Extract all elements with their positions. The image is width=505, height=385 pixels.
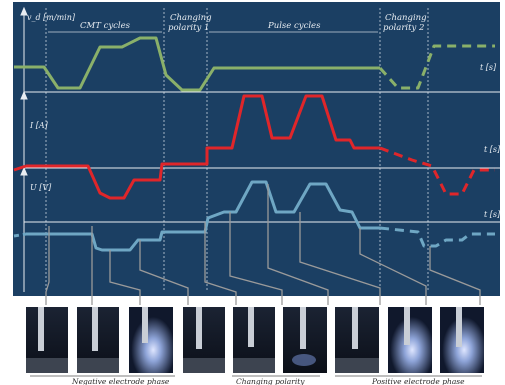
time-axis-label-mid: t [s] bbox=[484, 145, 501, 154]
wire-speed-curve bbox=[14, 36, 495, 92]
phase-changing2-line1: Changing bbox=[385, 13, 427, 23]
photo-1 bbox=[26, 307, 68, 373]
photo-7 bbox=[335, 307, 379, 373]
footer-positive-phase: Positive electrode phase bbox=[371, 377, 465, 385]
current-axis-label: I [A] bbox=[29, 121, 49, 130]
photo-connectors bbox=[45, 184, 481, 305]
footer-negative-phase: Negative electrode phase bbox=[71, 377, 170, 385]
phase-changing1-line2: polarity 1 bbox=[168, 23, 209, 33]
phase-pulse-label: Pulse cycles bbox=[267, 21, 321, 31]
photo-4 bbox=[183, 307, 225, 373]
phase-cmt-label: CMT cycles bbox=[80, 21, 131, 31]
axes bbox=[20, 6, 500, 292]
photo-8 bbox=[388, 307, 432, 373]
wire-speed-axis-label: v_d [m/min] bbox=[27, 13, 76, 22]
phase-changing1-line1: Changing bbox=[170, 13, 212, 23]
time-axis-label-bottom: t [s] bbox=[484, 210, 501, 219]
voltage-curve bbox=[13, 180, 495, 252]
current-curve bbox=[13, 94, 495, 200]
time-axis-label-top: t [s] bbox=[480, 63, 497, 72]
voltage-axis-label: U [V] bbox=[30, 183, 52, 192]
photo-9 bbox=[440, 307, 484, 373]
photo-strip bbox=[26, 307, 484, 373]
photo-2 bbox=[77, 307, 119, 373]
phase-changing2-line2: polarity 2 bbox=[383, 23, 424, 33]
footer-changing-polarity: Changing polarity bbox=[236, 377, 305, 385]
photo-3 bbox=[129, 307, 173, 373]
photo-6 bbox=[283, 307, 327, 373]
photo-5 bbox=[233, 307, 275, 373]
